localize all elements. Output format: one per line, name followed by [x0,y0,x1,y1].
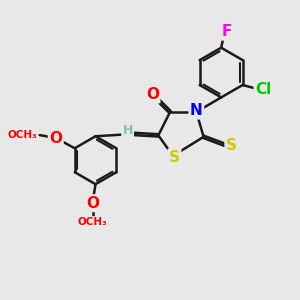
Text: H: H [122,124,133,137]
Text: S: S [169,150,180,165]
Text: O: O [146,87,159,102]
Text: S: S [226,138,237,153]
Text: N: N [190,103,203,118]
Text: OCH₃: OCH₃ [78,217,107,227]
Text: O: O [49,130,62,146]
Text: OCH₃: OCH₃ [7,130,37,140]
Text: Cl: Cl [255,82,271,97]
Text: F: F [222,24,232,39]
Text: O: O [86,196,99,211]
